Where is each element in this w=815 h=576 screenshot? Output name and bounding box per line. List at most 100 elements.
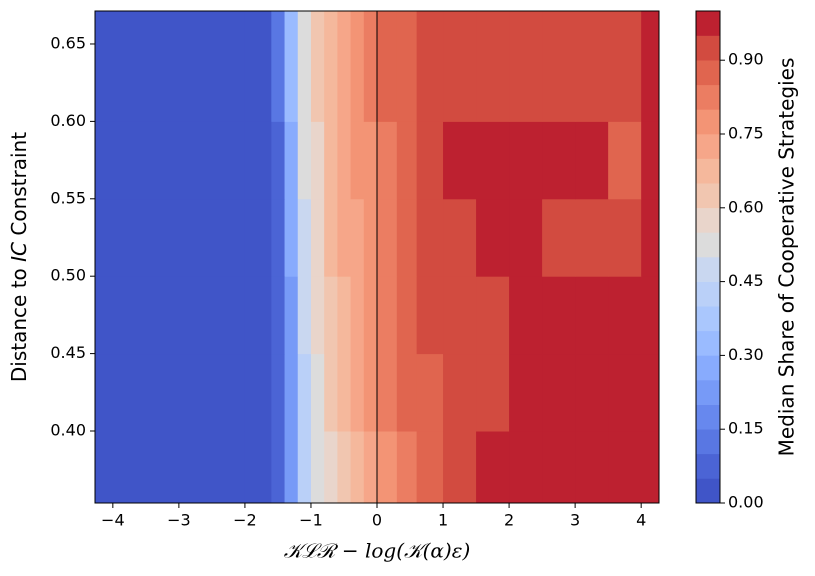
contour-cell [377, 276, 398, 355]
contour-cell [244, 11, 272, 122]
contour-cell [542, 121, 576, 200]
contour-cell [575, 11, 609, 122]
contour-cell [443, 431, 477, 504]
contour-cell [297, 276, 312, 355]
contour-cell [509, 11, 543, 122]
contour-cell [324, 431, 338, 504]
contour-cell [443, 121, 477, 200]
contour-cell [608, 276, 642, 355]
x-tick-label: 3 [570, 511, 580, 530]
contour-cell [377, 198, 398, 277]
colorbar-band [696, 158, 720, 184]
contour-cell [297, 431, 312, 504]
contour-cell [608, 198, 642, 277]
contour-cell [337, 198, 352, 277]
x-tick-label: −2 [233, 511, 257, 530]
contour-cell [337, 353, 352, 432]
contour-cell [337, 121, 352, 200]
contour-cell [396, 198, 418, 277]
colorbar-band [696, 84, 720, 110]
contour-cell [95, 11, 246, 122]
contour-cell [271, 11, 286, 122]
contour-cell [244, 276, 272, 355]
contour-cell [476, 276, 510, 355]
y-tick-label: 0.40 [50, 421, 86, 440]
y-label-part: Distance to [7, 262, 31, 382]
contour-cell [284, 11, 299, 122]
contour-cell [350, 121, 365, 200]
contour-cell [244, 431, 272, 504]
contour-cell [509, 353, 543, 432]
colorbar-tick-label: 0.45 [728, 271, 764, 290]
colorbar-band [696, 380, 720, 405]
contour-cell [416, 198, 444, 277]
contour-cell [509, 276, 543, 355]
contour-cell [396, 353, 418, 432]
contour-cell [297, 353, 312, 432]
contour-cell [244, 198, 272, 277]
colorbar-band [696, 232, 720, 258]
contour-cell [271, 121, 286, 200]
contour-cell [337, 431, 352, 504]
contour-cell [297, 121, 312, 200]
contour-cell [363, 276, 378, 355]
colorbar-band [696, 306, 720, 332]
contour-cell [350, 11, 365, 122]
contour-cell [416, 121, 444, 200]
colorbar-band [696, 453, 720, 479]
contour-cell [271, 353, 286, 432]
y-label-part: IC [7, 242, 31, 262]
x-tick-label: 0 [372, 511, 382, 530]
contour-cell [324, 353, 338, 432]
contour-cell [377, 11, 398, 122]
contour-cell [284, 431, 299, 504]
colorbar-tick-label: 0.30 [728, 345, 764, 364]
colorbar-frame [695, 10, 721, 504]
contour-cell [377, 121, 398, 200]
contour-cell [443, 198, 477, 277]
colorbar-tick-label: 0.00 [728, 493, 764, 512]
y-axis-label: Distance to IC Constraint [7, 132, 31, 382]
contour-cell [363, 431, 378, 504]
contour-cell [443, 11, 477, 122]
colorbar-band [696, 281, 720, 307]
contour-cell [641, 353, 660, 432]
contour-cell [608, 431, 642, 504]
x-tick-label: 4 [636, 511, 646, 530]
y-tick-label: 0.45 [50, 343, 86, 362]
contour-cell [337, 11, 352, 122]
contour-cell [542, 431, 576, 504]
colorbar-tick-label: 0.15 [728, 419, 764, 438]
contour-cell [542, 353, 576, 432]
colorbar-band [696, 404, 720, 430]
contour-cell [95, 121, 246, 200]
colorbar-band [696, 478, 720, 504]
contour-cell [310, 353, 325, 432]
contour-cell [350, 198, 365, 277]
contour-cell [324, 121, 338, 200]
contour-cell [476, 431, 510, 504]
contour-cell [575, 276, 609, 355]
colorbar-band [696, 355, 720, 381]
contour-cell [284, 121, 299, 200]
colorbar-band [696, 330, 720, 356]
contour-cell [641, 121, 660, 200]
contour-cell [297, 198, 312, 277]
contour-cell [575, 353, 609, 432]
contour-cell [95, 353, 246, 432]
contour-cell [608, 11, 642, 122]
y-tick-label: 0.65 [50, 33, 86, 52]
x-tick-label: −4 [101, 511, 125, 530]
contour-cell [284, 276, 299, 355]
y-tick-label: 0.60 [50, 111, 86, 130]
contour-cell [608, 121, 642, 200]
contour-cell [641, 276, 660, 355]
contour-cell [284, 198, 299, 277]
contour-cell [509, 121, 543, 200]
x-tick-label: 2 [504, 511, 514, 530]
contour-cell [310, 276, 325, 355]
x-tick-label: 1 [438, 511, 448, 530]
contour-cell [476, 353, 510, 432]
contour-cell [509, 198, 543, 277]
